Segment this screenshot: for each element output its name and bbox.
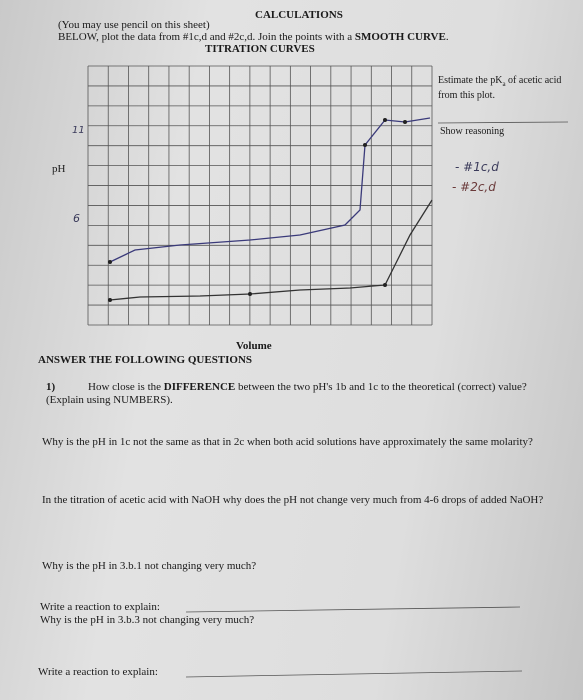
question: Why is the pH in 3.b.1 not changing very… — [42, 560, 257, 572]
text: . — [445, 31, 449, 43]
text: between the two pH's 1b and 1c to the th… — [46, 381, 527, 406]
question: Why is the pH in 3.b.3 not changing very… — [40, 614, 255, 626]
question: Write a reaction to explain: — [38, 666, 158, 678]
instruction: BELOW, plot the data from #1c,d and #2c,… — [58, 31, 449, 44]
q-number: 1) — [46, 381, 56, 393]
question: Write a reaction to explain: — [40, 601, 160, 613]
y-label: pH — [52, 163, 66, 175]
question: In the titration of acetic acid with NaO… — [42, 494, 544, 506]
answer-line — [185, 606, 521, 613]
question: How close is the DIFFERENCE between the … — [46, 381, 546, 407]
points — [108, 118, 407, 302]
curve-2 — [109, 199, 433, 301]
answer-line — [185, 670, 523, 678]
text: of acetic acid from this plot. — [438, 75, 562, 101]
text: DIFFERENCE — [163, 381, 236, 393]
y-mark: 11 — [72, 125, 85, 136]
reasoning: Show reasoning — [440, 126, 505, 137]
heading: ANSWER THE FOLLOWING QUESTIONS — [38, 354, 253, 366]
curve-1 — [109, 117, 431, 263]
text: a — [502, 80, 506, 88]
answer-line — [437, 121, 569, 124]
text: SMOOTH CURVE — [354, 31, 446, 43]
legend-entry: - #1c,d — [455, 160, 499, 174]
text: Estimate the pK — [438, 75, 503, 86]
legend-entry: - #2c,d — [452, 180, 496, 194]
text: How close is the — [88, 381, 164, 393]
grid — [87, 65, 433, 326]
plot-title: TITRATION CURVES — [205, 43, 315, 55]
y-mark: 6 — [73, 212, 80, 225]
note: (You may use pencil on this sheet) — [58, 19, 210, 31]
side-note: Estimate the pKa of acetic acid from thi… — [438, 75, 563, 102]
question: Why is the pH in 1c not the same as that… — [42, 436, 533, 448]
title: CALCULATIONS — [255, 9, 343, 21]
text: BELOW, plot the data from #1c,d and #2c,… — [58, 31, 355, 43]
x-label: Volume — [236, 340, 272, 352]
